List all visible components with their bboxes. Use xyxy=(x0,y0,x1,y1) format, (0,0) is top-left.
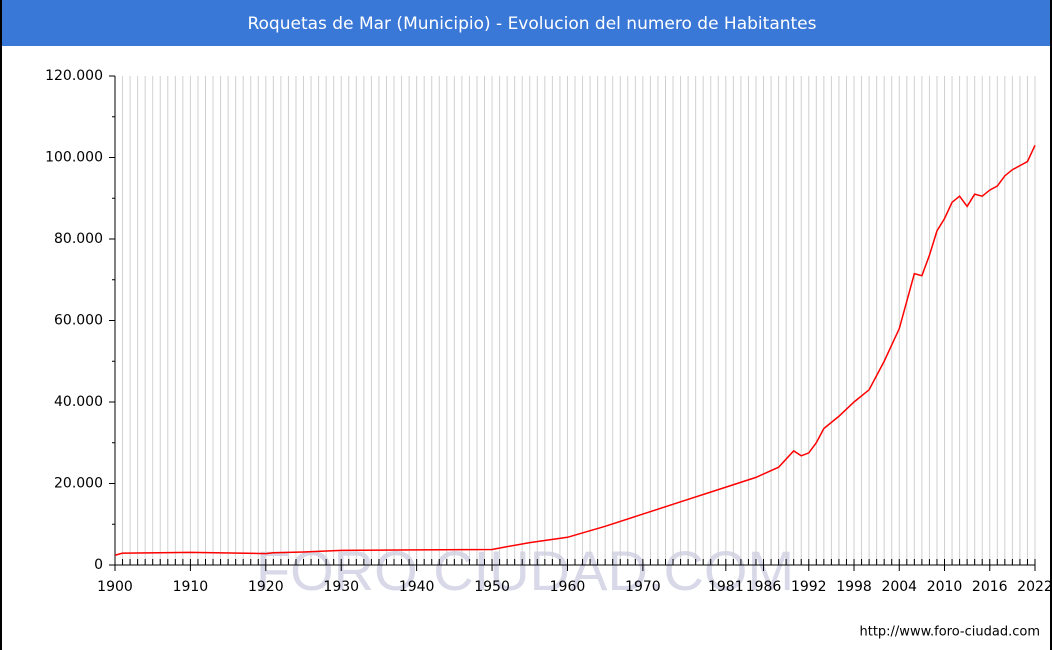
x-tick-label: 1986 xyxy=(746,579,782,595)
x-tick-label: 1910 xyxy=(173,579,209,595)
watermark: FORO CIUDAD.COM xyxy=(256,539,794,602)
x-tick-label: 1960 xyxy=(550,579,586,595)
x-tick-label: 2022 xyxy=(1017,579,1052,595)
y-tick-label: 60.000 xyxy=(54,313,103,329)
y-tick-label: 100.000 xyxy=(45,150,103,166)
y-tick-label: 80.000 xyxy=(54,231,103,247)
chart-title: Roquetas de Mar (Municipio) - Evolucion … xyxy=(247,14,816,34)
x-tick-label: 1970 xyxy=(625,579,661,595)
y-tick-label: 20.000 xyxy=(54,476,103,492)
x-tick-label: 1950 xyxy=(474,579,510,595)
x-tick-label: 2004 xyxy=(881,579,917,595)
data-line xyxy=(114,144,1036,556)
y-tick-label: 40.000 xyxy=(54,394,103,410)
x-tick-label: 1998 xyxy=(836,579,872,595)
title-bar xyxy=(0,0,1052,46)
x-tick-label: 1920 xyxy=(248,579,284,595)
y-tick-label: 120.000 xyxy=(45,68,103,84)
x-tick-label: 2016 xyxy=(972,579,1008,595)
x-tick-label: 1981 xyxy=(708,579,744,595)
x-tick-label: 1992 xyxy=(791,579,827,595)
plot xyxy=(114,76,1036,565)
y-tick-label: 0 xyxy=(94,557,103,573)
source: http://www.foro-ciudad.com xyxy=(859,625,1040,640)
x-tick-label: 1930 xyxy=(323,579,359,595)
x-tick-label: 2010 xyxy=(927,579,963,595)
x-tick-label: 1940 xyxy=(399,579,435,595)
x-tick-label: 1900 xyxy=(97,579,133,595)
